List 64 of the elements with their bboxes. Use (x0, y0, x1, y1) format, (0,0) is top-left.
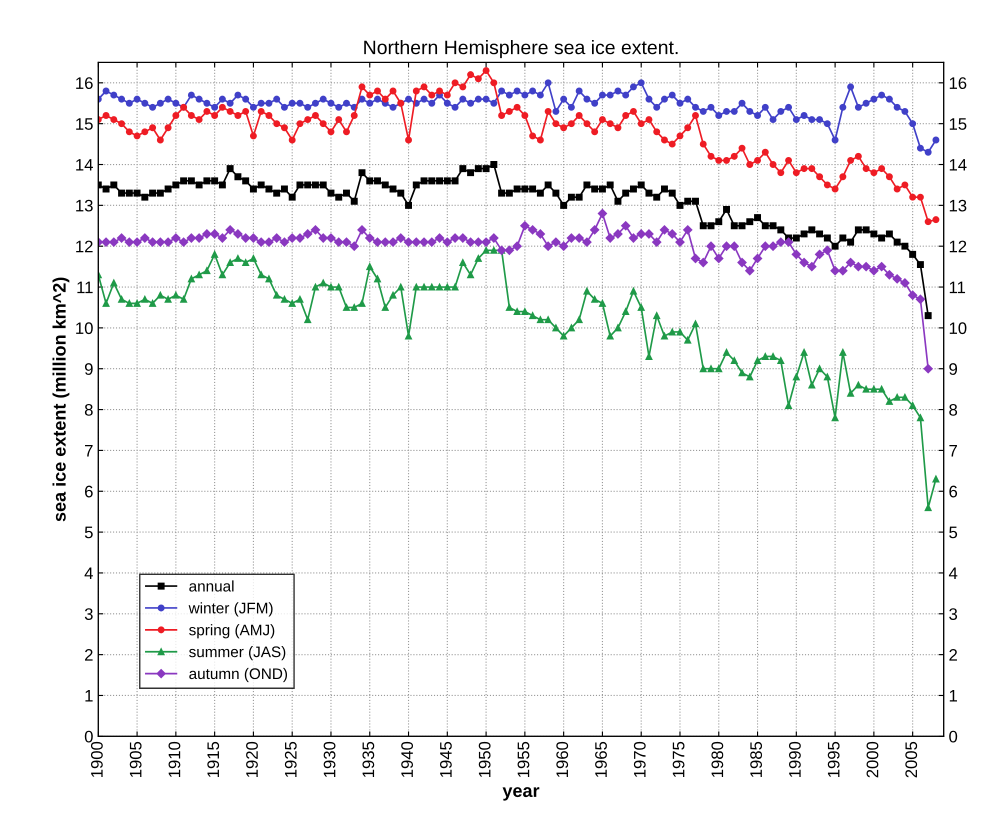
y-tick-label: 3 (84, 608, 93, 620)
x-tick-label: 1975 (672, 742, 684, 777)
y2-tick-label: 2 (949, 649, 957, 661)
y2-tick-label: 8 (949, 404, 958, 416)
x-tick-label: 1980 (711, 742, 724, 777)
y-tick-label: 16 (76, 77, 93, 90)
x-tick-label: 1930 (324, 742, 336, 777)
y2-tick-label: 7 (949, 444, 957, 456)
x-tick-label: 1985 (750, 742, 762, 777)
y-tick-label: 6 (85, 486, 93, 498)
y2-tick-label: 9 (949, 363, 958, 375)
y-tick-label: 5 (84, 526, 93, 538)
y-tick-label: 14 (76, 159, 93, 171)
y2-tick-label: 3 (949, 608, 958, 620)
x-tick-label: 1940 (401, 742, 414, 777)
y-tick-label: 13 (76, 200, 93, 212)
legend-label: autumn (OND) (189, 668, 288, 682)
y2-tick-label: 12 (950, 240, 966, 252)
x-tick-label: 1950 (478, 742, 491, 777)
y2-tick-label: 1 (950, 690, 957, 702)
legend-label: spring (AMJ) (189, 624, 274, 638)
y2-tick-label: 13 (950, 200, 966, 212)
x-tick-label: 2005 (905, 742, 918, 778)
x-tick-label: 1955 (518, 742, 530, 777)
x-tick-label: 1990 (788, 742, 801, 777)
y2-tick-label: 10 (950, 322, 966, 334)
chart-title: Northern Hemisphere sea ice extent. (364, 40, 678, 58)
x-tick-label: 1935 (362, 742, 374, 777)
y-tick-label: 1 (85, 690, 93, 702)
x-axis-title: year (502, 787, 540, 801)
x-tick-label: 1910 (168, 742, 180, 777)
legend-label: winter (JFM) (188, 602, 273, 616)
y-tick-label: 12 (76, 240, 93, 252)
y2-tick-label: 15 (950, 118, 966, 130)
x-tick-label: 1945 (440, 742, 452, 777)
x-tick-label: 1915 (207, 742, 220, 777)
x-tick-label: 1995 (828, 742, 840, 777)
y2-tick-label: 6 (949, 486, 958, 498)
y2-tick-label: 11 (950, 282, 966, 294)
x-tick-label: 1965 (595, 742, 607, 777)
y-tick-label: 7 (85, 444, 93, 456)
y2-tick-label: 14 (950, 159, 967, 171)
y2-tick-label: 16 (950, 77, 966, 90)
x-tick-label: 1925 (284, 742, 297, 777)
y-tick-label: 15 (76, 118, 93, 130)
y-tick-label: 0 (84, 730, 93, 743)
y-tick-label: 2 (85, 649, 93, 661)
x-tick-label: 1900 (90, 742, 103, 777)
y-axis-title: sea ice extent (million km^2) (52, 278, 70, 522)
x-tick-label: 1905 (130, 742, 142, 777)
legend-label: summer (JAS) (189, 646, 286, 660)
legend-label: annual (189, 580, 234, 592)
x-tick-label: 1920 (246, 742, 258, 777)
x-tick-label: 2000 (866, 742, 878, 778)
y-tick-label: 8 (84, 404, 93, 416)
y-tick-label: 9 (84, 363, 93, 375)
y-tick-label: 11 (77, 282, 93, 294)
y-tick-label: 10 (76, 322, 93, 334)
y2-tick-label: 5 (949, 526, 958, 538)
y2-tick-label: 0 (949, 730, 958, 743)
x-tick-label: 1970 (634, 742, 646, 777)
x-tick-label: 1960 (556, 742, 568, 777)
y-tick-label: 4 (84, 568, 93, 579)
y2-tick-label: 4 (948, 568, 958, 579)
